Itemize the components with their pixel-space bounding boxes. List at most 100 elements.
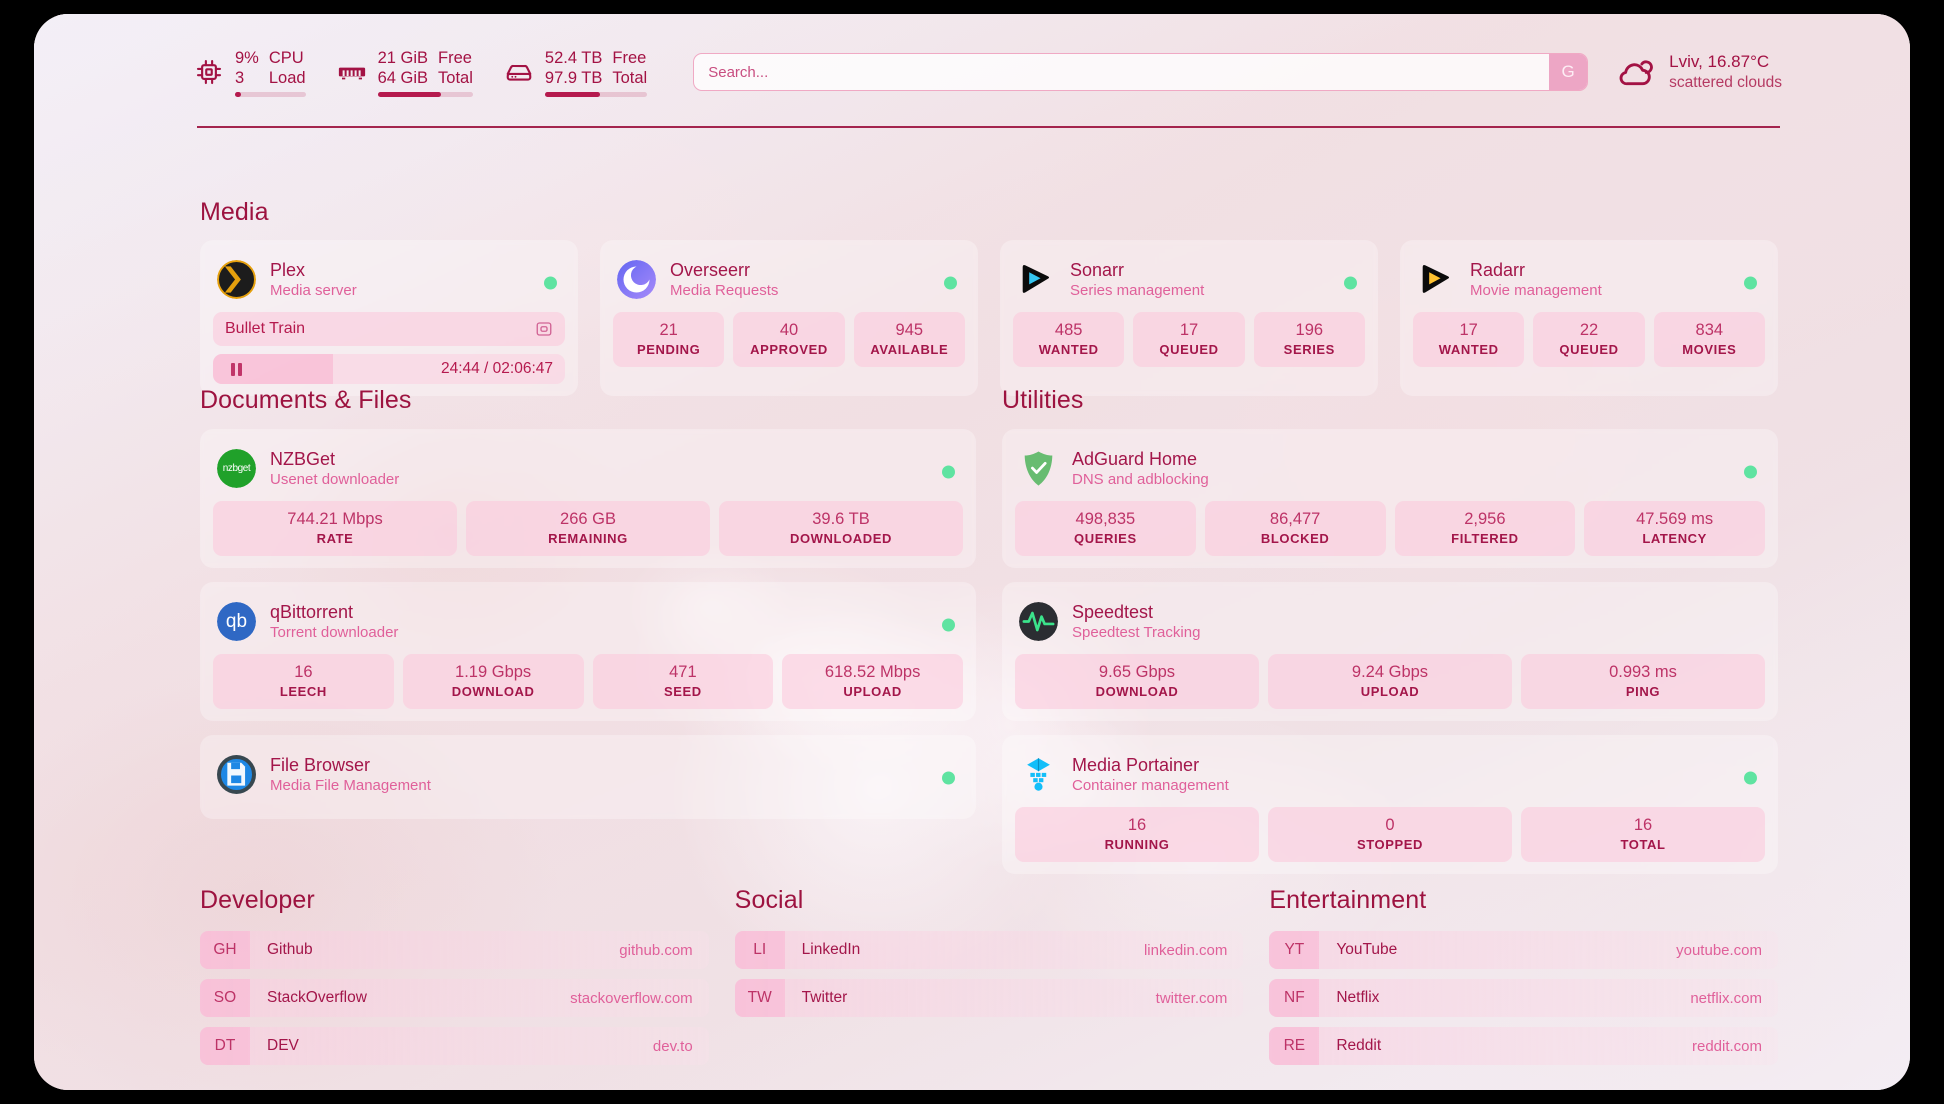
service-name: Overseerr xyxy=(670,260,751,280)
service-card-header[interactable]: Radarr Movie management xyxy=(1413,253,1765,312)
service-card[interactable]: File Browser Media File Management xyxy=(200,735,976,819)
stat-value: 86,477 xyxy=(1269,510,1321,528)
stat-tile[interactable]: 618.52 Mbps UPLOAD xyxy=(782,654,963,709)
stat-tile[interactable]: 47.569 ms LATENCY xyxy=(1584,501,1765,556)
service-card-header[interactable]: Speedtest Speedtest Tracking xyxy=(1015,595,1765,654)
bookmark-badge: TW xyxy=(734,979,785,1017)
stat-tile[interactable]: 39.6 TB DOWNLOADED xyxy=(719,501,963,556)
now-playing-bar[interactable]: Bullet Train xyxy=(213,312,565,346)
bookmark-item[interactable]: RE Reddit reddit.com xyxy=(1269,1027,1779,1065)
stat-tile[interactable]: 196 SERIES xyxy=(1253,312,1365,367)
stat-tile[interactable]: 21 PENDING xyxy=(613,312,725,367)
service-name: AdGuard Home xyxy=(1072,449,1198,469)
service-card-titles: NZBGet Usenet downloader xyxy=(270,448,399,489)
service-card[interactable]: Overseerr Media Requests 21 PENDING 40 A… xyxy=(600,240,978,396)
stat-tile[interactable]: 0 STOPPED xyxy=(1268,807,1512,862)
service-card[interactable]: qb qBittorrent Torrent downloader 16 LEE… xyxy=(200,582,976,721)
service-card-header[interactable]: AdGuard Home DNS and adblocking xyxy=(1015,442,1765,501)
bookmark-item[interactable]: NF Netflix netflix.com xyxy=(1269,979,1779,1017)
search-engine-button[interactable]: G xyxy=(1549,54,1588,90)
stat-tile[interactable]: 266 GB REMAINING xyxy=(466,501,710,556)
stat-tile[interactable]: 2,956 FILTERED xyxy=(1394,501,1576,556)
stat-value: 1.19 Gbps xyxy=(455,663,532,681)
bookmark-badge: YT xyxy=(1269,931,1320,969)
service-subtitle: Container management xyxy=(1072,777,1229,794)
stat-label: SEED xyxy=(663,684,702,699)
stat-label: UPLOAD xyxy=(1360,684,1420,699)
service-card[interactable]: AdGuard Home DNS and adblocking 498,835 … xyxy=(1002,429,1778,568)
bookmark-name: Reddit xyxy=(1336,1037,1382,1054)
weather-text: Lviv, 16.87°C scattered clouds xyxy=(1669,51,1782,93)
service-card-header[interactable]: Media Portainer Container management xyxy=(1015,748,1765,807)
service-subtitle: Torrent downloader xyxy=(270,624,399,641)
service-card-header[interactable]: Sonarr Series management xyxy=(1013,253,1365,312)
resource-stats-group: 9% 3 CPU Load 21 GiB 64 GiB Free Total xyxy=(194,48,665,97)
stat-tile[interactable]: 471 SEED xyxy=(592,654,774,709)
weather-widget: Lviv, 16.87°C scattered clouds xyxy=(1616,51,1782,93)
stat-tile[interactable]: 1.19 Gbps DOWNLOAD xyxy=(402,654,584,709)
bookmark-url: linkedin.com xyxy=(1143,941,1228,959)
pause-icon[interactable] xyxy=(213,362,259,376)
service-card[interactable]: Media Portainer Container management 16 … xyxy=(1002,735,1778,874)
stat-tile[interactable]: 9.65 Gbps DOWNLOAD xyxy=(1015,654,1259,709)
bookmark-item[interactable]: YT YouTube youtube.com xyxy=(1269,931,1779,969)
stat-value: 618.52 Mbps xyxy=(824,663,921,681)
service-card-header[interactable]: nzbget NZBGet Usenet downloader xyxy=(213,442,963,501)
stat-tile[interactable]: 744.21 Mbps RATE xyxy=(213,501,457,556)
service-stats-row: 498,835 QUERIES 86,477 BLOCKED 2,956 FIL… xyxy=(1015,501,1765,556)
stat-tile[interactable]: 86,477 BLOCKED xyxy=(1204,501,1386,556)
service-card[interactable]: Sonarr Series management 485 WANTED 17 Q… xyxy=(1000,240,1378,396)
service-card[interactable]: Radarr Movie management 17 WANTED 22 QUE… xyxy=(1400,240,1778,396)
stat-tile[interactable]: 834 MOVIES xyxy=(1653,312,1765,367)
stat-tile[interactable]: 17 QUEUED xyxy=(1133,312,1245,367)
service-card-header[interactable]: Overseerr Media Requests xyxy=(613,253,965,312)
stat-value: 21 xyxy=(659,321,678,339)
nzbget-icon: nzbget xyxy=(217,449,256,488)
service-card[interactable]: Plex Media server Bullet Train 24:44 / 0… xyxy=(200,240,578,396)
status-indicator-online xyxy=(1744,465,1757,478)
stat-tile[interactable]: 22 QUEUED xyxy=(1533,312,1645,367)
stat-tile[interactable]: 16 RUNNING xyxy=(1015,807,1259,862)
stat-tile[interactable]: 945 AVAILABLE xyxy=(853,312,965,367)
cast-icon[interactable] xyxy=(535,320,553,338)
service-card-header[interactable]: File Browser Media File Management xyxy=(213,748,963,807)
player-controls[interactable]: 24:44 / 02:06:47 xyxy=(213,354,565,384)
stat-tile[interactable]: 498,835 QUERIES xyxy=(1015,501,1196,556)
stat-value: 9.65 Gbps xyxy=(1098,663,1176,681)
bookmark-item[interactable]: TW Twitter twitter.com xyxy=(734,979,1244,1017)
stat-tile[interactable]: 485 WANTED xyxy=(1013,312,1125,367)
bookmark-item[interactable]: GH Github github.com xyxy=(200,931,709,969)
search-input[interactable] xyxy=(694,54,1550,90)
stat-tile[interactable]: 16 TOTAL xyxy=(1521,807,1765,862)
service-card-header[interactable]: qb qBittorrent Torrent downloader xyxy=(213,595,963,654)
service-card[interactable]: nzbget NZBGet Usenet downloader 744.21 M… xyxy=(200,429,976,568)
filebrowser-icon xyxy=(217,755,256,794)
service-stats-row: 485 WANTED 17 QUEUED 196 SERIES xyxy=(1013,312,1365,367)
stat-label: SERIES xyxy=(1283,342,1335,357)
stat-tile[interactable]: 16 LEECH xyxy=(213,654,394,709)
stat-label: PING xyxy=(1625,684,1661,699)
search-box[interactable]: G xyxy=(693,53,1589,91)
stat-value: 471 xyxy=(669,663,697,681)
media-card-row: Plex Media server Bullet Train 24:44 / 0… xyxy=(200,240,1778,396)
bookmark-item[interactable]: DT DEV dev.to xyxy=(200,1027,709,1065)
stat-tile[interactable]: 17 WANTED xyxy=(1413,312,1525,367)
stat-label: WANTED xyxy=(1038,342,1099,357)
bookmark-item[interactable]: LI LinkedIn linkedin.com xyxy=(734,931,1244,969)
resource-values: 9% 3 xyxy=(235,48,259,88)
bookmark-item[interactable]: SO StackOverflow stackoverflow.com xyxy=(200,979,709,1017)
stat-value: 9.24 Gbps xyxy=(1351,663,1429,681)
stat-label: TOTAL xyxy=(1620,837,1666,852)
stat-label: REMAINING xyxy=(548,531,628,546)
bookmark-name: YouTube xyxy=(1336,941,1398,958)
status-indicator-online xyxy=(544,276,557,289)
speedtest-icon xyxy=(1019,602,1058,641)
service-card[interactable]: Speedtest Speedtest Tracking 9.65 Gbps D… xyxy=(1002,582,1778,721)
status-indicator-online xyxy=(942,465,955,478)
disk-icon xyxy=(504,57,534,87)
service-card-header[interactable]: Plex Media server xyxy=(213,253,565,312)
stat-label: PENDING xyxy=(636,342,701,357)
stat-tile[interactable]: 0.993 ms PING xyxy=(1521,654,1765,709)
stat-tile[interactable]: 9.24 Gbps UPLOAD xyxy=(1268,654,1512,709)
stat-tile[interactable]: 40 APPROVED xyxy=(733,312,845,367)
